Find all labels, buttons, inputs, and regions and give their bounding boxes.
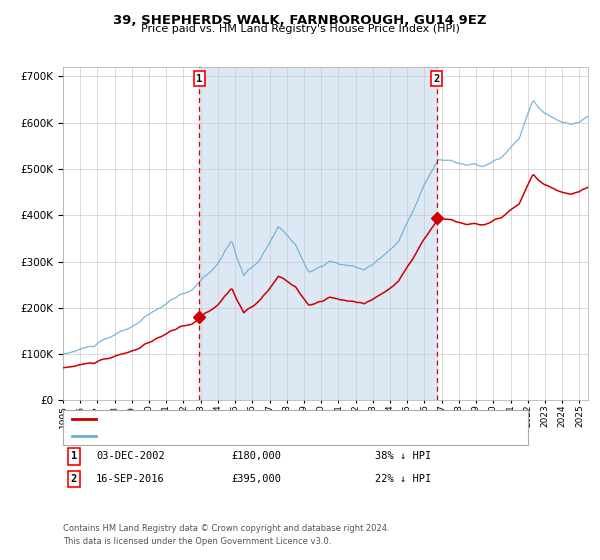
Text: 1: 1 bbox=[196, 74, 202, 84]
Text: 2: 2 bbox=[434, 74, 440, 84]
Text: This data is licensed under the Open Government Licence v3.0.: This data is licensed under the Open Gov… bbox=[63, 537, 331, 546]
Text: 03-DEC-2002: 03-DEC-2002 bbox=[96, 451, 165, 461]
Text: 1: 1 bbox=[71, 451, 77, 461]
Bar bbox=[199, 67, 437, 400]
Text: Price paid vs. HM Land Registry's House Price Index (HPI): Price paid vs. HM Land Registry's House … bbox=[140, 24, 460, 34]
Text: 2: 2 bbox=[71, 474, 77, 484]
Text: £395,000: £395,000 bbox=[231, 474, 281, 484]
Text: 39, SHEPHERDS WALK, FARNBOROUGH, GU14 9EZ (detached house): 39, SHEPHERDS WALK, FARNBOROUGH, GU14 9E… bbox=[99, 414, 442, 424]
Text: HPI: Average price, detached house, Rushmoor: HPI: Average price, detached house, Rush… bbox=[99, 431, 334, 441]
Text: 22% ↓ HPI: 22% ↓ HPI bbox=[375, 474, 431, 484]
Text: 16-SEP-2016: 16-SEP-2016 bbox=[96, 474, 165, 484]
Text: 39, SHEPHERDS WALK, FARNBOROUGH, GU14 9EZ: 39, SHEPHERDS WALK, FARNBOROUGH, GU14 9E… bbox=[113, 14, 487, 27]
Text: 38% ↓ HPI: 38% ↓ HPI bbox=[375, 451, 431, 461]
Text: Contains HM Land Registry data © Crown copyright and database right 2024.: Contains HM Land Registry data © Crown c… bbox=[63, 524, 389, 533]
Text: £180,000: £180,000 bbox=[231, 451, 281, 461]
